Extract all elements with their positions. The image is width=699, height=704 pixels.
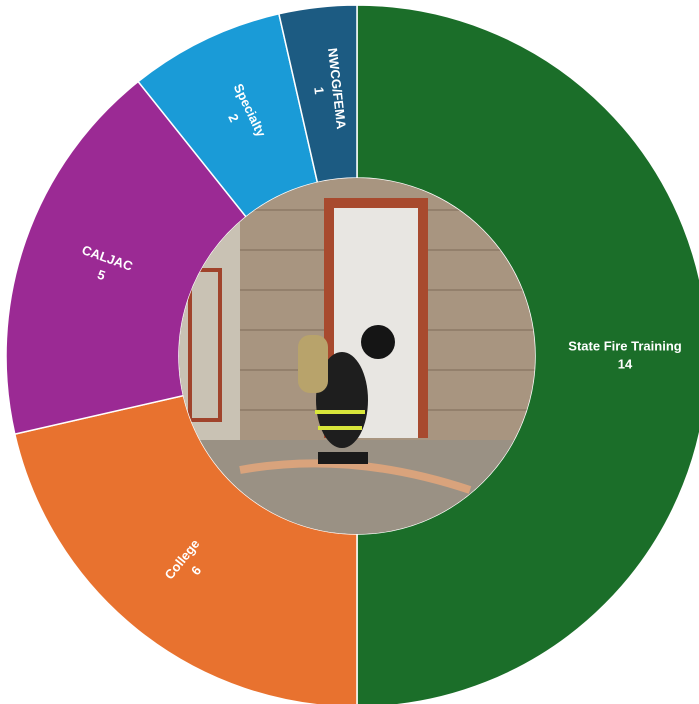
slice-label: State Fire Training 14 [568, 338, 681, 371]
value-label: 1 [311, 86, 327, 95]
value-label: 14 [618, 356, 633, 371]
center-photo [179, 178, 535, 534]
value-label: 5 [96, 267, 108, 284]
category-label: State Fire Training [568, 338, 681, 353]
slices [5, 4, 699, 704]
